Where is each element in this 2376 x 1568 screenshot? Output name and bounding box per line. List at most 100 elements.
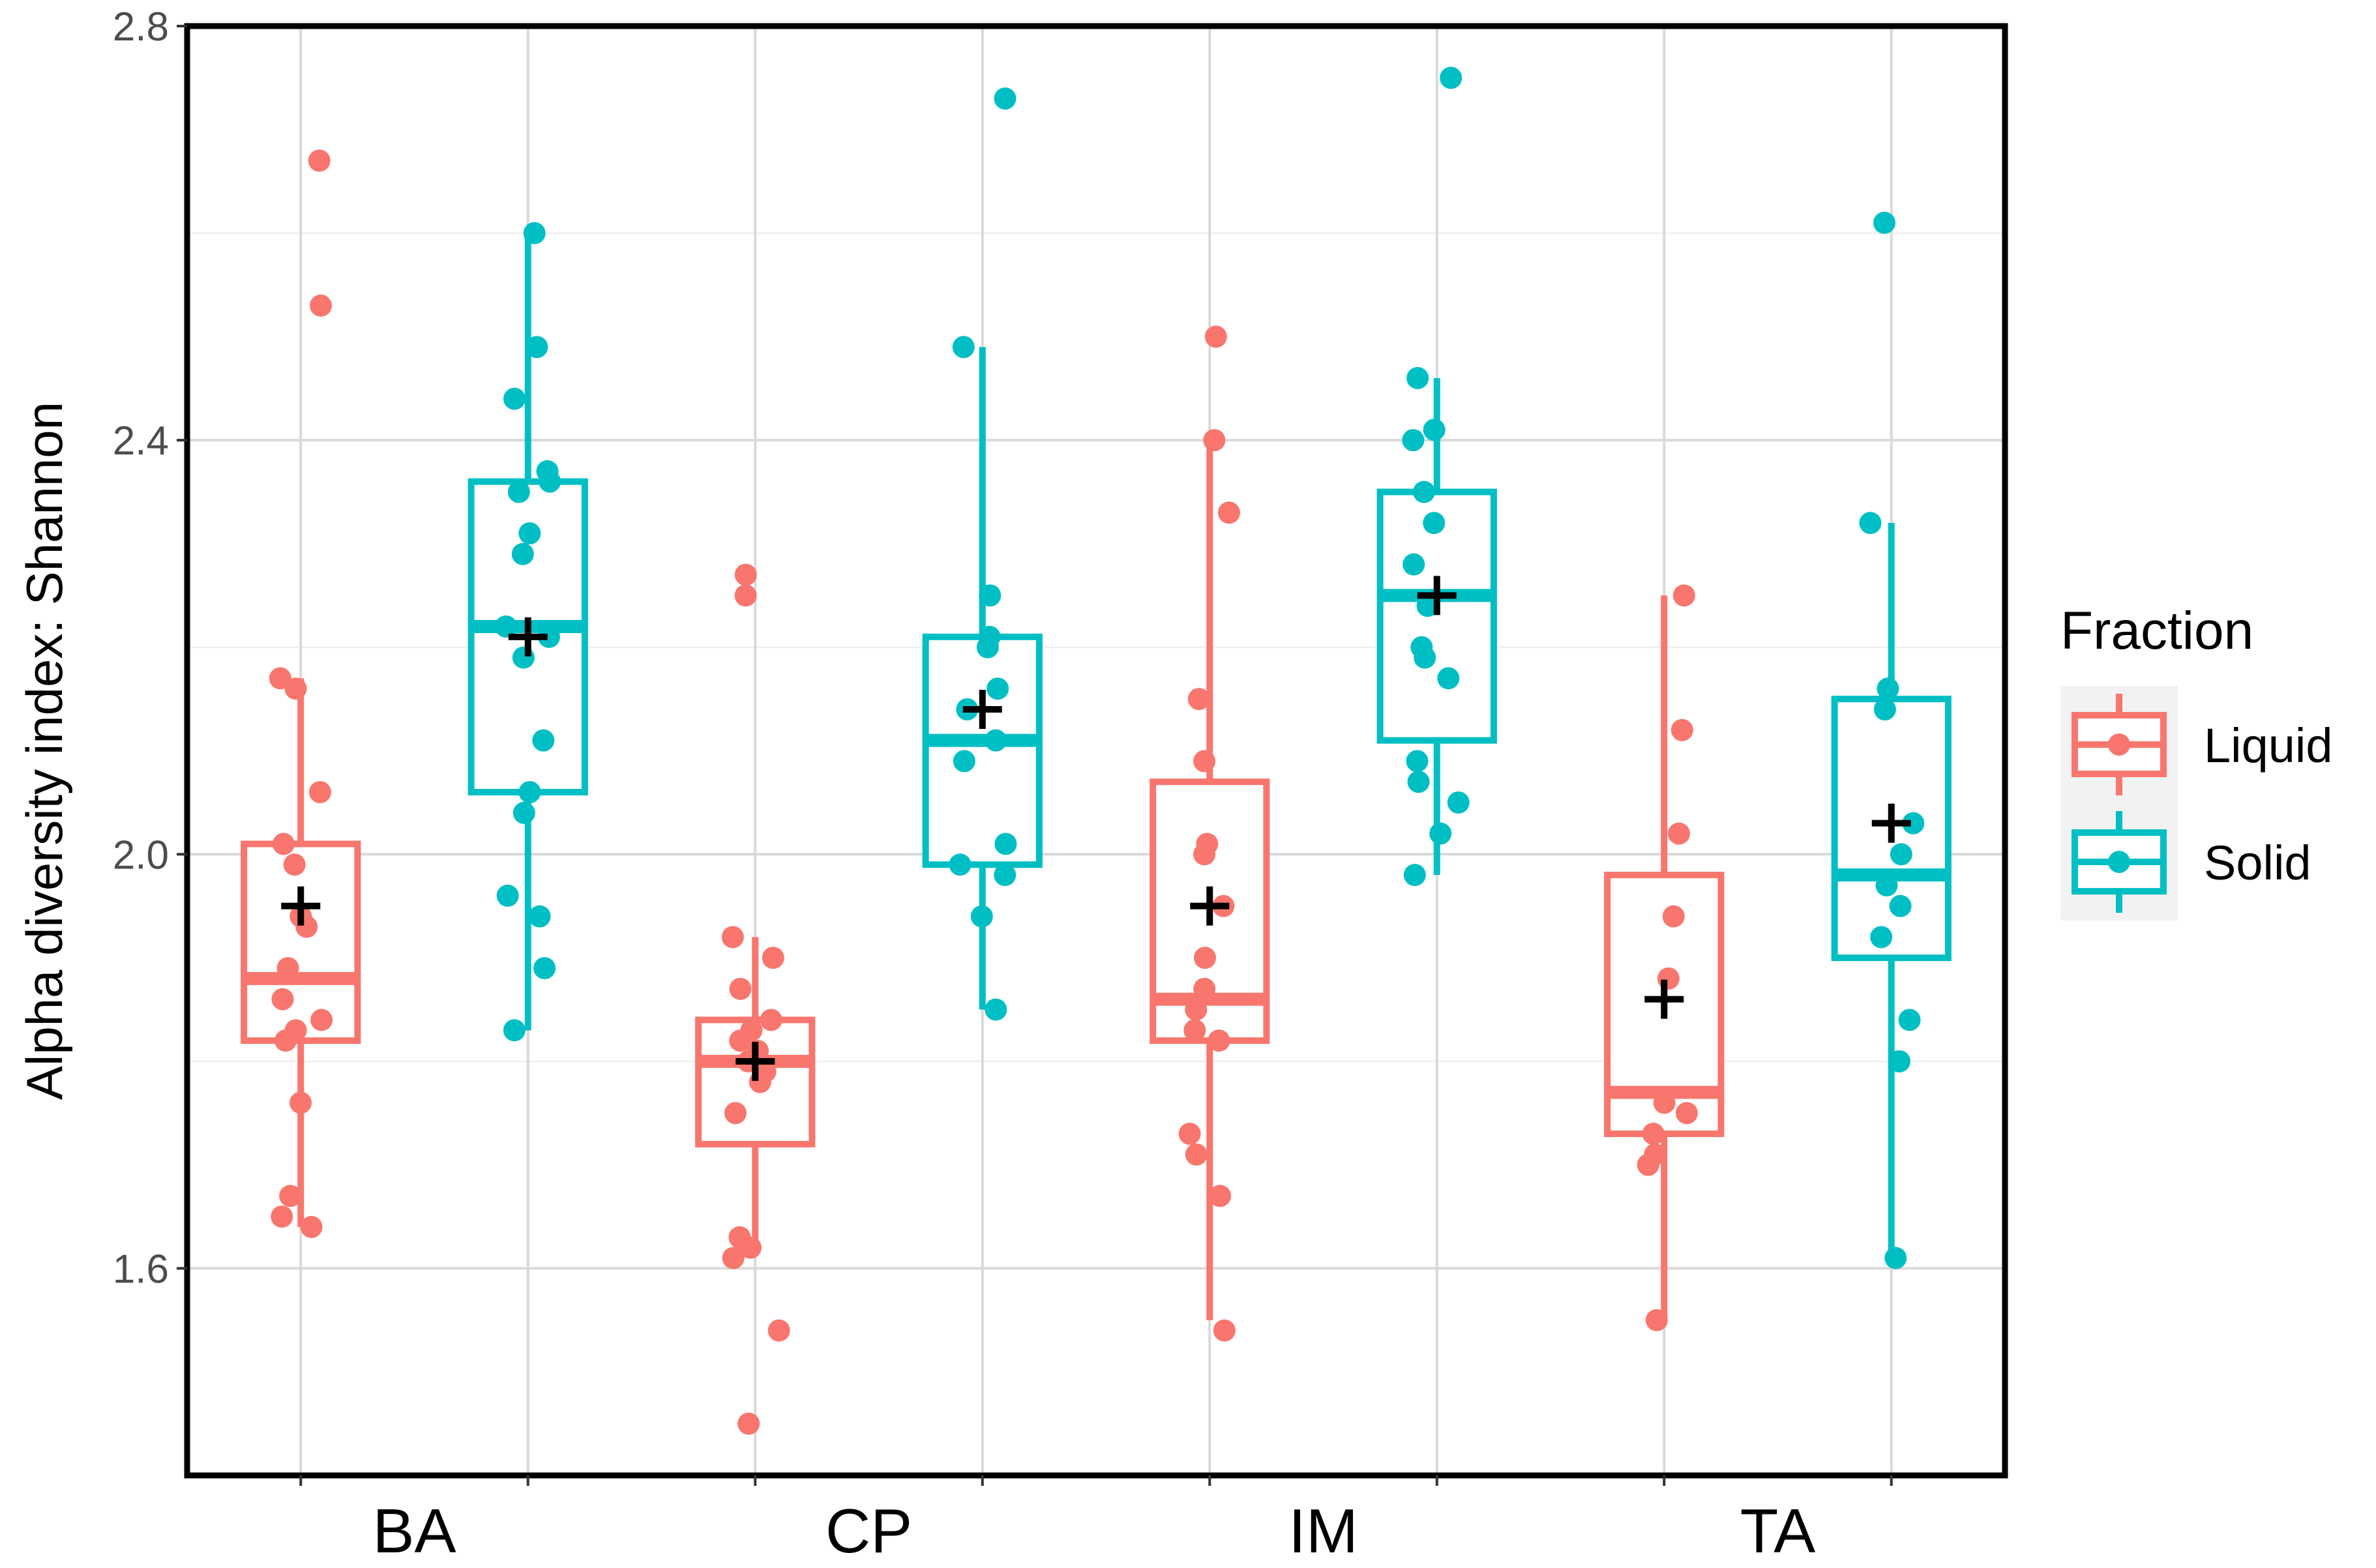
- data-point: [1406, 750, 1429, 773]
- box-solid-im: [1376, 67, 1497, 887]
- legend-key-point: [2108, 733, 2130, 756]
- data-point: [271, 988, 294, 1011]
- box-solid-cp: [922, 87, 1043, 1021]
- data-point: [284, 677, 307, 700]
- data-point: [1437, 667, 1460, 690]
- data-point: [496, 884, 519, 907]
- data-point: [729, 977, 752, 1000]
- data-point: [537, 625, 560, 648]
- data-point: [985, 729, 1007, 752]
- data-point: [1877, 677, 1899, 700]
- data-point: [1423, 512, 1446, 535]
- box-liquid-im: [1150, 325, 1270, 1342]
- data-point: [300, 1215, 323, 1238]
- data-point: [272, 833, 295, 855]
- data-point: [1440, 67, 1463, 89]
- data-point: [1898, 1009, 1921, 1031]
- data-point: [767, 1319, 790, 1342]
- data-point: [1637, 1153, 1659, 1176]
- data-point: [1209, 1185, 1232, 1207]
- data-point: [953, 750, 975, 773]
- data-point: [1873, 211, 1896, 234]
- data-point: [1203, 429, 1226, 452]
- x-tick-label: TA: [1740, 1496, 1816, 1566]
- legend-entry-liquid: Liquid: [2072, 694, 2333, 795]
- data-point: [512, 801, 535, 824]
- data-point: [1204, 325, 1227, 348]
- data-point: [533, 956, 556, 979]
- panel-border: [184, 23, 2008, 1479]
- data-point: [760, 1009, 782, 1031]
- data-point: [1208, 1029, 1230, 1052]
- data-point: [518, 522, 541, 545]
- y-axis-label: Alpha diversity index: Shannon: [16, 402, 73, 1100]
- data-point: [729, 1029, 752, 1052]
- data-point: [1888, 1050, 1910, 1072]
- data-point: [722, 1247, 745, 1269]
- box-solid-ta: [1831, 211, 1952, 1269]
- data-point: [526, 336, 548, 359]
- data-point: [737, 1412, 760, 1435]
- x-axis: BA CP IM TA: [299, 1475, 1893, 1566]
- data-point: [952, 336, 975, 359]
- data-point: [1402, 429, 1425, 452]
- y-axis: 1.6 2.0 2.4 2.8: [113, 5, 187, 1292]
- data-point: [1870, 926, 1893, 949]
- data-point: [1653, 1091, 1676, 1114]
- data-point: [1183, 1019, 1206, 1042]
- data-point: [1416, 595, 1439, 617]
- data-point: [1667, 822, 1690, 845]
- data-point: [523, 222, 546, 244]
- x-tick-label: CP: [825, 1496, 912, 1566]
- data-point: [721, 926, 744, 949]
- data-point: [1672, 584, 1695, 607]
- y-tick-label: 2.0: [113, 833, 169, 878]
- data-point: [994, 864, 1017, 887]
- data-point: [1429, 822, 1452, 845]
- data-point: [1642, 1123, 1665, 1146]
- data-point: [979, 584, 1002, 607]
- data-point: [1193, 843, 1216, 866]
- box-liquid-ba: [241, 149, 361, 1238]
- data-point: [507, 481, 530, 503]
- y-tick-label: 2.8: [113, 5, 169, 50]
- box-liquid-cp: [695, 563, 816, 1435]
- data-point: [309, 294, 332, 317]
- data-point: [308, 781, 331, 804]
- legend-entry-solid: Solid: [2072, 811, 2311, 913]
- data-point: [1662, 905, 1685, 928]
- data-point: [518, 781, 541, 804]
- data-point: [1407, 771, 1430, 793]
- data-point: [271, 1206, 293, 1228]
- data-point: [1217, 501, 1240, 524]
- data-point: [994, 87, 1017, 110]
- data-point: [1403, 553, 1425, 576]
- data-point: [310, 1009, 333, 1031]
- data-point: [539, 470, 561, 493]
- data-point: [734, 563, 757, 586]
- data-point: [1403, 864, 1426, 887]
- data-point: [1178, 1123, 1201, 1146]
- data-point: [1193, 947, 1216, 969]
- data-point: [512, 646, 535, 669]
- data-point: [1412, 481, 1435, 503]
- data-point: [949, 853, 972, 876]
- data-point: [290, 1091, 312, 1114]
- box-groups: [241, 67, 1952, 1435]
- data-point: [1873, 698, 1896, 720]
- legend-label: Solid: [2204, 836, 2311, 890]
- data-point: [275, 1029, 297, 1052]
- box-body: [922, 633, 1043, 868]
- data-point: [1889, 895, 1912, 917]
- y-tick-label: 2.4: [113, 419, 169, 464]
- data-point: [283, 853, 306, 876]
- data-point: [1414, 646, 1436, 669]
- data-point: [970, 905, 993, 928]
- data-point: [1645, 1309, 1668, 1331]
- legend-title: Fraction: [2060, 601, 2253, 660]
- data-point: [279, 1185, 302, 1207]
- data-point: [308, 149, 331, 172]
- data-point: [976, 636, 999, 658]
- data-point: [1675, 1102, 1698, 1125]
